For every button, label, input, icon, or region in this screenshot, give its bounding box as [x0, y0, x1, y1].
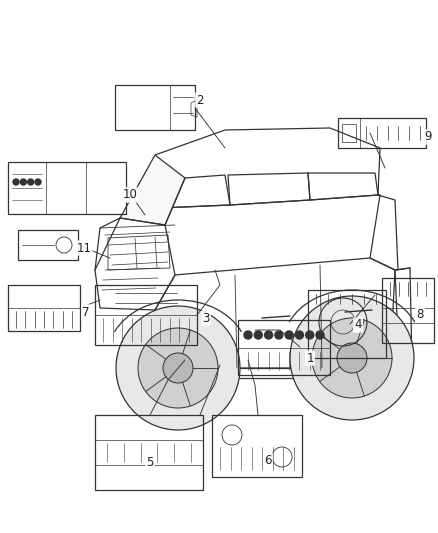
Text: 6: 6 — [264, 454, 272, 466]
Circle shape — [116, 306, 240, 430]
Text: 9: 9 — [424, 131, 432, 143]
Circle shape — [306, 331, 314, 339]
Circle shape — [20, 179, 26, 185]
Text: 3: 3 — [202, 311, 210, 325]
Text: 8: 8 — [416, 309, 424, 321]
Circle shape — [275, 331, 283, 339]
Circle shape — [163, 353, 193, 383]
Circle shape — [295, 331, 304, 339]
Circle shape — [316, 331, 324, 339]
Circle shape — [285, 331, 293, 339]
Text: 5: 5 — [146, 456, 154, 469]
Text: 10: 10 — [123, 189, 138, 201]
Circle shape — [290, 296, 414, 420]
Polygon shape — [120, 155, 185, 225]
Text: 7: 7 — [82, 305, 90, 319]
Circle shape — [138, 328, 218, 408]
Circle shape — [254, 331, 262, 339]
Circle shape — [337, 343, 367, 373]
Text: 2: 2 — [196, 93, 204, 107]
Circle shape — [13, 179, 19, 185]
Circle shape — [244, 331, 252, 339]
Text: 11: 11 — [77, 241, 92, 254]
Circle shape — [265, 331, 272, 339]
Circle shape — [35, 179, 41, 185]
Circle shape — [28, 179, 34, 185]
Text: 4: 4 — [354, 319, 362, 332]
Text: 1: 1 — [306, 351, 314, 365]
Circle shape — [312, 318, 392, 398]
